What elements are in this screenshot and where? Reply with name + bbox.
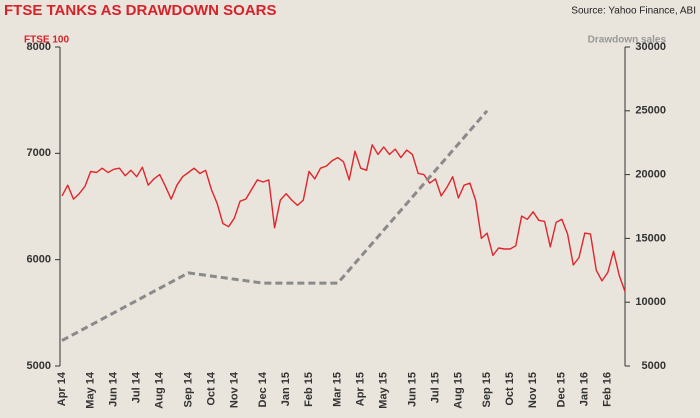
source: Source: Yahoo Finance, ABI: [571, 6, 696, 17]
series-line: [61, 144, 626, 292]
x-tick-label: Dec 15: [556, 372, 568, 407]
x-tick-label: Jul 15: [429, 372, 441, 403]
x-tick-label: Oct 14: [205, 371, 217, 406]
x-tick-label: Apr 15: [355, 372, 367, 406]
y-tick-label: 6000: [27, 254, 51, 266]
x-tick-label: Sep 15: [481, 372, 493, 407]
x-tick-label: Jun 15: [406, 372, 418, 407]
x-tick-label: Feb 15: [303, 372, 315, 407]
y2-tick-label: 15000: [635, 232, 666, 244]
series-line: [61, 109, 489, 342]
x-tick-label: Mar 15: [332, 372, 344, 407]
y-tick-label: 5000: [27, 360, 51, 372]
x-tick-label: Jun 14: [108, 371, 120, 407]
y-tick-label: 8000: [27, 41, 51, 53]
x-tick-label: Feb 16: [602, 372, 614, 407]
chart-title: FTSE TANKS AS DRAWDOWN SOARS: [4, 2, 277, 19]
x-tick-label: Jan 15: [280, 372, 292, 406]
x-tick-label: Aug 15: [452, 372, 464, 409]
x-tick-label: May 15: [378, 372, 390, 409]
y2-tick-label: 10000: [635, 296, 666, 308]
x-tick-label: Jan 16: [579, 372, 591, 406]
y2-tick-label: 5000: [642, 360, 666, 372]
y2-tick-label: 30000: [635, 41, 666, 53]
y-axis-label: FTSE 100: [24, 35, 69, 46]
x-tick-label: Aug 14: [154, 371, 166, 409]
y2-tick-label: 20000: [635, 169, 666, 181]
x-tick-label: Sep 14: [182, 371, 194, 407]
x-tick-label: Nov 15: [527, 372, 539, 408]
x-tick-label: Apr 14: [56, 371, 68, 406]
x-tick-label: Jul 14: [131, 371, 143, 403]
y2-tick-label: 25000: [635, 105, 666, 117]
x-tick-label: May 14: [85, 371, 97, 409]
x-tick-label: Oct 15: [504, 372, 516, 406]
y-tick-label: 7000: [27, 147, 51, 159]
x-tick-label: Nov 14: [228, 371, 240, 408]
y2-axis-label: Drawdown sales: [588, 35, 667, 46]
x-tick-label: Dec 14: [257, 371, 269, 407]
